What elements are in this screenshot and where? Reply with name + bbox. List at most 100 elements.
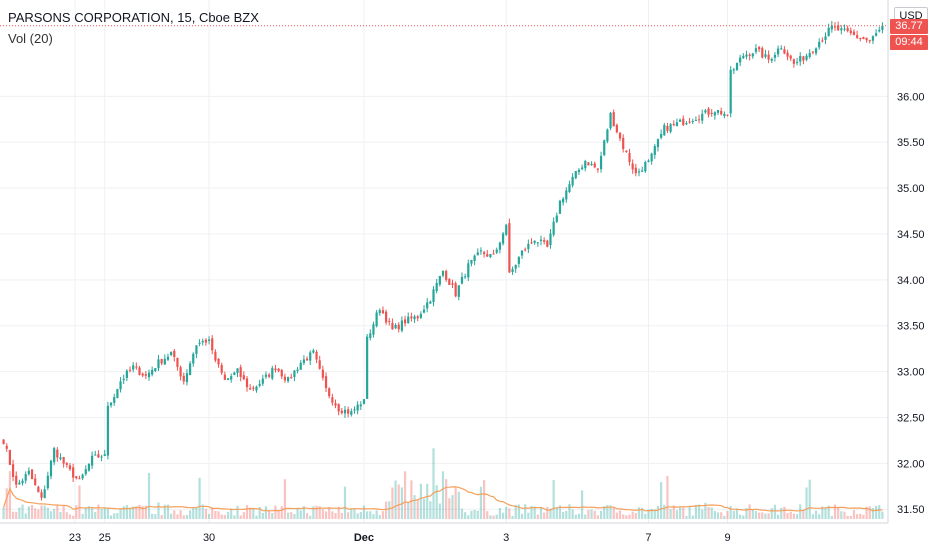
- volume-bar: [2, 507, 5, 519]
- volume-bar: [419, 483, 422, 519]
- candle-body: [859, 38, 862, 40]
- volume-bar: [106, 508, 110, 519]
- candle-body: [448, 279, 451, 286]
- volume-bar: [501, 512, 505, 519]
- symbol-title[interactable]: PARSONS CORPORATION, 15, Cboe BZX: [8, 10, 259, 25]
- candle-body: [580, 167, 584, 170]
- candle-body: [94, 454, 97, 456]
- candle-body: [486, 254, 489, 257]
- candle-body: [407, 316, 410, 324]
- volume-bar: [391, 487, 394, 519]
- volume-bar: [849, 515, 852, 519]
- candle-body: [290, 377, 293, 379]
- candle-body: [21, 480, 24, 484]
- volume-bar: [438, 503, 441, 519]
- time-tick-label: 30: [203, 532, 215, 544]
- volume-bar: [343, 486, 347, 519]
- volume-bar: [334, 513, 337, 519]
- volume-bar: [122, 506, 125, 519]
- candle-body: [5, 445, 8, 449]
- candle-body: [783, 49, 786, 54]
- candle-body: [441, 270, 445, 276]
- volume-bar: [821, 506, 824, 519]
- candle-body: [555, 215, 558, 222]
- volume-bar: [27, 506, 30, 519]
- volume-bar: [612, 507, 615, 519]
- volume-bar: [704, 502, 707, 519]
- candle-body: [735, 62, 739, 70]
- volume-bar: [811, 514, 814, 519]
- volume-bar: [543, 512, 546, 519]
- time-tick-label: 25: [99, 532, 111, 544]
- volume-bar: [603, 506, 606, 519]
- volume-bar: [773, 504, 777, 519]
- price-tick-label: 33.00: [897, 367, 925, 379]
- candle-body: [694, 120, 698, 122]
- candle-body: [347, 409, 350, 414]
- candle-body: [691, 121, 694, 123]
- candle-body: [631, 163, 634, 170]
- volume-bar: [128, 507, 132, 519]
- candle-body: [524, 249, 527, 251]
- candle-body: [397, 324, 400, 330]
- candle-body: [144, 374, 147, 376]
- countdown-badge: 09:44: [890, 34, 928, 50]
- candle-body: [454, 283, 457, 297]
- candle-body: [508, 223, 511, 273]
- volume-bar: [261, 513, 264, 519]
- candle-body: [283, 376, 287, 381]
- volume-bar: [220, 514, 223, 519]
- candle-body: [252, 387, 255, 389]
- candle-body: [100, 456, 103, 458]
- volume-bar: [739, 514, 742, 519]
- volume-bar: [211, 507, 214, 519]
- volume-bar: [315, 505, 318, 519]
- candle-body: [43, 489, 46, 499]
- candle-body: [75, 476, 78, 479]
- volume-bar: [119, 508, 122, 519]
- volume-bar: [290, 512, 293, 519]
- volume-bar: [786, 513, 789, 519]
- volume-bar: [735, 508, 739, 519]
- volume-bar: [43, 505, 46, 519]
- volume-bar: [445, 479, 448, 519]
- candle-body: [445, 270, 448, 280]
- candle-body: [296, 369, 299, 371]
- candle-series: [2, 20, 884, 501]
- candle-body: [625, 150, 628, 153]
- volume-bar: [675, 510, 679, 519]
- volume-bar: [34, 508, 37, 519]
- candle-body: [280, 370, 283, 377]
- candle-body: [805, 55, 808, 60]
- volume-bar: [372, 514, 375, 519]
- candle-body: [331, 397, 334, 403]
- candle-body: [840, 28, 843, 31]
- candle-body: [170, 352, 173, 356]
- candle-body: [533, 240, 536, 243]
- volume-bar: [356, 513, 359, 519]
- candle-body: [612, 112, 615, 127]
- volume-bar: [132, 506, 135, 519]
- volume-bar: [144, 505, 147, 519]
- volume-indicator-label[interactable]: Vol (20): [8, 31, 53, 46]
- volume-bar: [454, 487, 457, 519]
- candle-body: [359, 404, 362, 407]
- time-axis[interactable]: 23 25 30 Dec 3 7 9: [0, 522, 888, 544]
- candle-body: [293, 370, 296, 378]
- candle-body: [151, 369, 154, 375]
- volume-bar: [710, 507, 713, 519]
- time-tick-label: 3: [503, 532, 509, 544]
- volume-bar: [637, 507, 641, 519]
- volume-bar: [182, 515, 185, 519]
- volume-bar: [160, 515, 163, 519]
- candle-body: [609, 112, 612, 129]
- candle-body: [204, 339, 208, 343]
- volume-bar: [726, 510, 729, 519]
- candle-body: [179, 367, 182, 377]
- volume-bar: [230, 508, 233, 519]
- price-axis[interactable]: 31.50 32.00 32.50 33.00 33.50 34.00 34.50 35.00…: [887, 0, 925, 523]
- volume-bar: [862, 514, 865, 519]
- volume-bar: [524, 504, 527, 519]
- volume-bar: [242, 512, 245, 519]
